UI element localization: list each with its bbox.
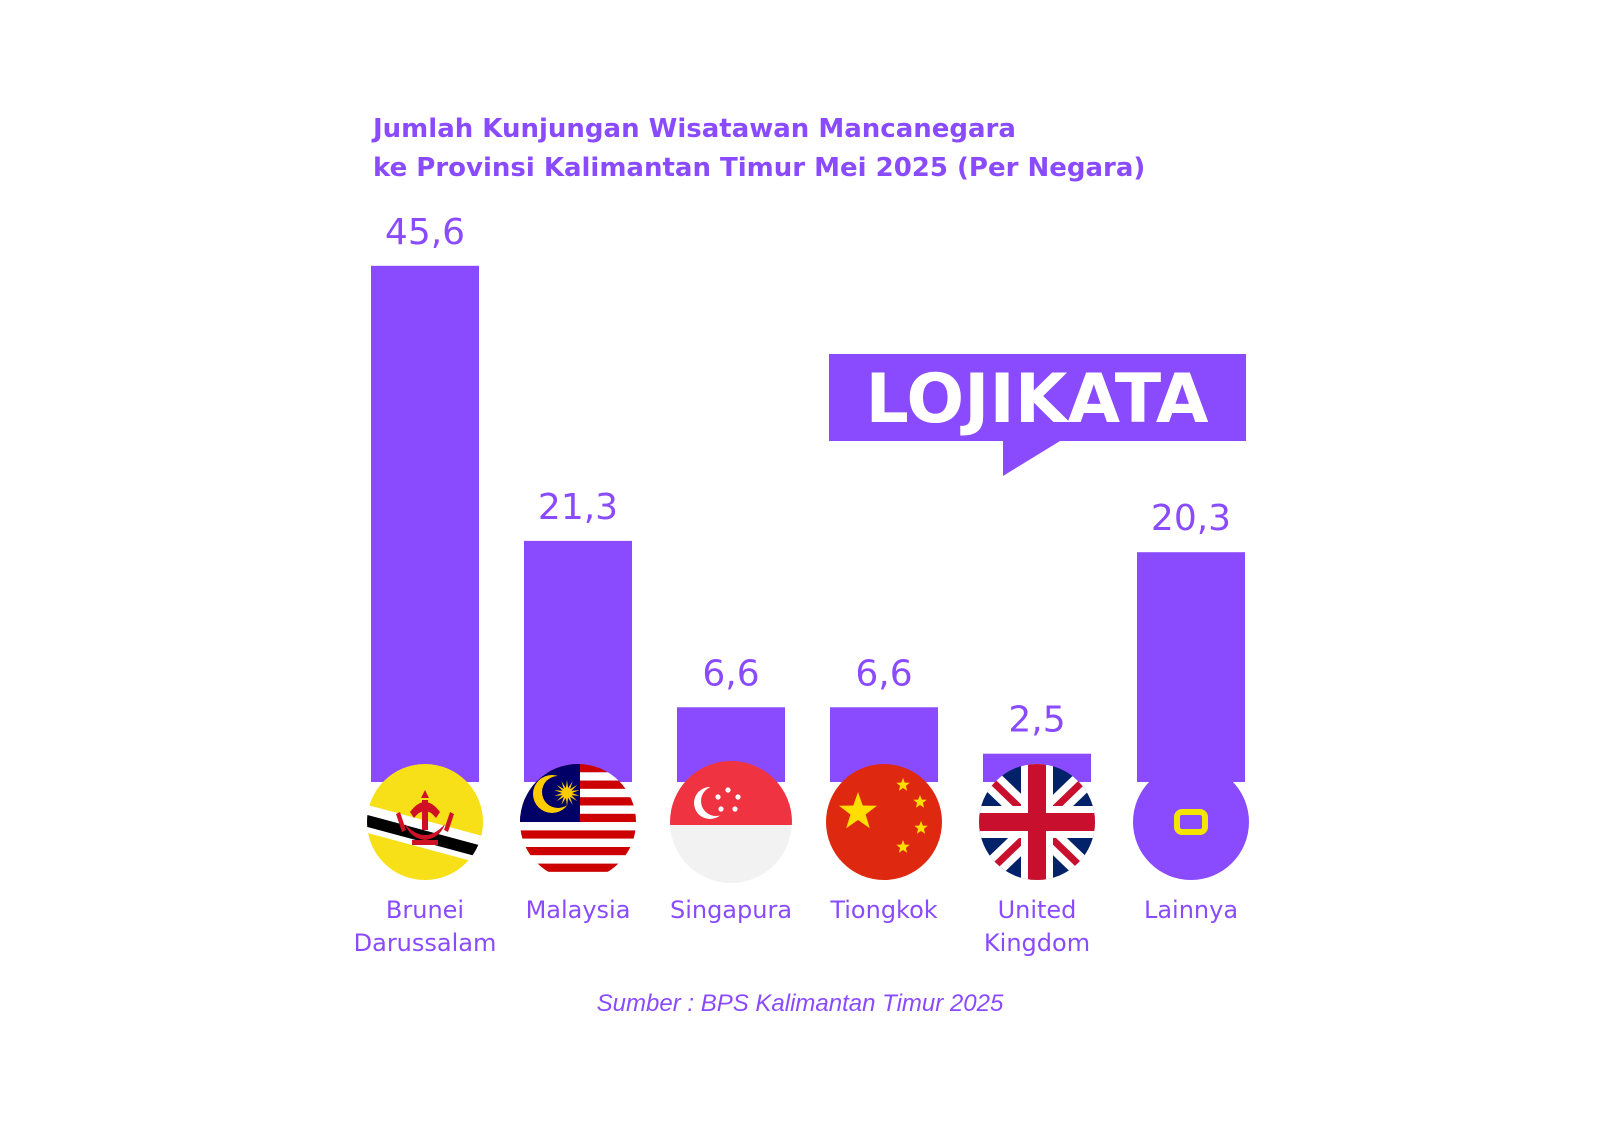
lojikata-logo: LOJIKATA xyxy=(829,354,1246,476)
bar-5 xyxy=(1137,552,1245,782)
source-note: Sumber : BPS Kalimantan Timur 2025 xyxy=(596,990,1004,1017)
category-label-0-line-0: Brunei xyxy=(386,896,464,924)
bar-0 xyxy=(371,265,479,783)
brunei-flag-icon xyxy=(367,764,483,880)
value-label-3: 6,6 xyxy=(855,653,912,694)
category-label-1: Malaysia xyxy=(526,896,631,924)
bar-1 xyxy=(524,540,632,782)
category-label-4-line-1: Kingdom xyxy=(984,929,1090,957)
value-label-0: 45,6 xyxy=(385,212,465,253)
value-label-4: 2,5 xyxy=(1008,700,1065,741)
chart-title-line-1: Jumlah Kunjungan Wisatawan Mancanegara xyxy=(373,114,1016,144)
malaysia-flag-icon xyxy=(520,764,636,880)
category-label-0-line-1: Darussalam xyxy=(354,929,497,957)
category-label-2: Singapura xyxy=(670,896,792,924)
value-label-1: 21,3 xyxy=(538,487,618,528)
category-label-3: Tiongkok xyxy=(829,896,937,924)
bars xyxy=(371,265,1245,783)
category-labels: Brunei Darussalam Malaysia Singapura Tiongko… xyxy=(354,896,1238,957)
category-label-5: Lainnya xyxy=(1144,896,1238,924)
value-label-5: 20,3 xyxy=(1151,498,1231,539)
category-label-4-line-0: United xyxy=(998,896,1077,924)
china-flag-icon xyxy=(826,764,942,880)
lojikata-o-icon xyxy=(1133,764,1249,880)
logo-text: LOJIKATA xyxy=(865,360,1208,439)
value-label-2: 6,6 xyxy=(702,653,759,694)
value-labels: 45,6 21,3 6,6 6,6 2,5 20,3 xyxy=(385,212,1231,741)
chart-title-line-2: ke Provinsi Kalimantan Timur Mei 2025 (P… xyxy=(373,153,1146,183)
